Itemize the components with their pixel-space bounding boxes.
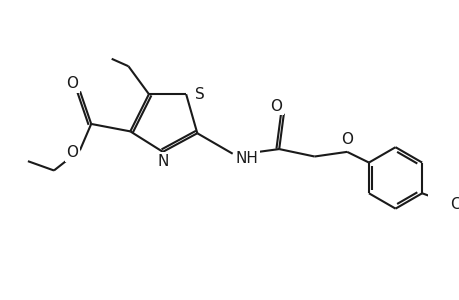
Text: S: S [194,87,204,102]
Text: N: N [157,154,168,169]
Text: O: O [67,145,78,160]
Text: NH: NH [235,151,258,166]
Text: O: O [341,132,353,147]
Text: Cl: Cl [449,197,459,212]
Text: O: O [270,99,282,114]
Text: O: O [67,76,78,92]
